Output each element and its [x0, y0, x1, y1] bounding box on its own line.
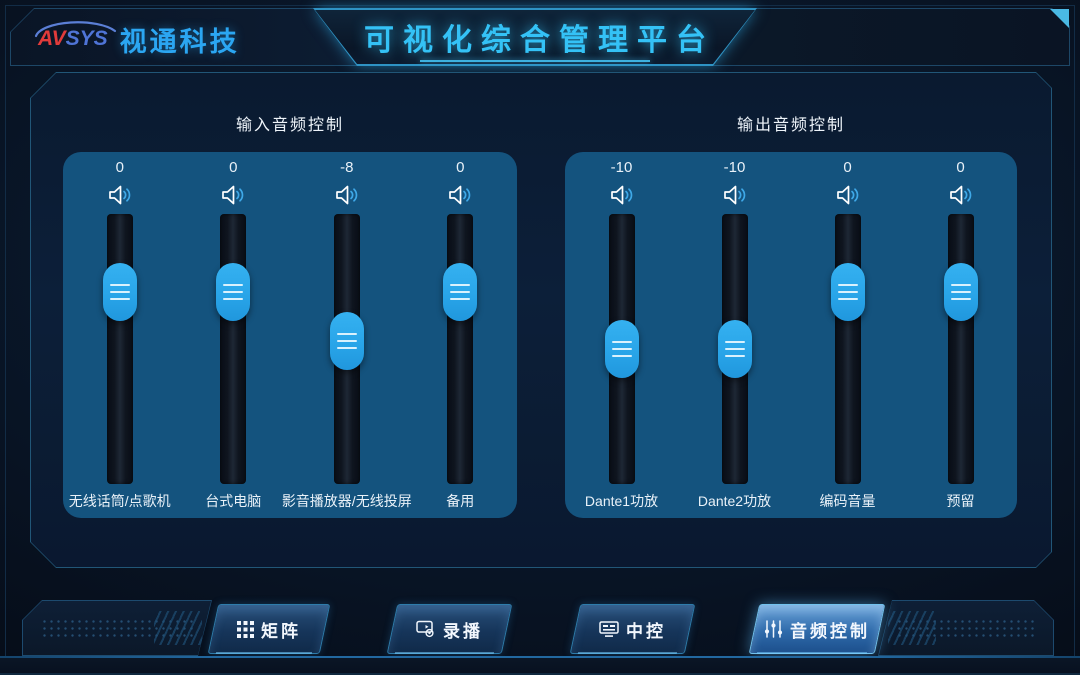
slider-thumb[interactable]	[717, 320, 752, 378]
slider-label: 编码音量	[819, 493, 876, 509]
slider-value: 0	[115, 159, 124, 176]
bottom-left-decoration	[22, 600, 212, 656]
slider-label: 无线话筒/点歌机	[68, 493, 171, 509]
slider-column: 0 台式电脑	[177, 152, 291, 518]
nav-audio-control-button[interactable]: 音频控制	[748, 604, 886, 654]
nav-central-control-button[interactable]: 中控	[569, 604, 696, 654]
slider-track[interactable]	[329, 214, 364, 484]
brand-logo: AVSYS 视通科技	[34, 20, 240, 58]
slider-column: 0 无线话筒/点歌机	[63, 152, 177, 518]
slider-thumb[interactable]	[830, 263, 865, 322]
corner-accent-triangle	[1050, 9, 1069, 28]
output-section-title: 输出音频控制	[736, 117, 845, 134]
company-name: 视通科技	[119, 26, 240, 57]
slider-track[interactable]	[830, 214, 865, 484]
grid-icon	[237, 620, 254, 638]
slider-value: -10	[723, 159, 746, 176]
slider-track[interactable]	[443, 214, 478, 484]
slider-value: -8	[340, 159, 354, 176]
slider-thumb[interactable]	[943, 263, 978, 322]
slider-value: 0	[456, 159, 465, 176]
slider-label: Dante1功放	[584, 493, 659, 509]
input-audio-panel: 0 无线话筒/点歌机 0 台式电脑 -8 影音播放器/无线投屏 0	[63, 152, 517, 518]
nav-audio-control-label: 音频控制	[790, 621, 870, 641]
slider-label: Dante2功放	[697, 493, 772, 509]
logo-swoosh-icon	[34, 21, 117, 38]
slider-label: 台式电脑	[205, 493, 262, 509]
slider-thumb[interactable]	[329, 311, 364, 370]
page-title-banner: 可视化综合管理平台	[313, 8, 757, 66]
slider-label: 预留	[946, 493, 975, 509]
bottom-strip	[0, 658, 1080, 675]
title-underline-accent	[419, 60, 651, 62]
logo-av-text: AV	[38, 27, 66, 50]
nav-matrix-label: 矩阵	[261, 621, 301, 641]
slider-value: 0	[956, 159, 965, 176]
slider-column: 0 预留	[904, 152, 1017, 518]
slider-thumb[interactable]	[604, 320, 639, 378]
nav-recording-label: 录播	[443, 621, 483, 641]
speaker-icon[interactable]	[334, 182, 360, 208]
slider-column: 0 编码音量	[791, 152, 904, 518]
speaker-icon[interactable]	[835, 182, 861, 208]
bottom-right-decoration	[878, 600, 1054, 656]
input-section-title: 输入音频控制	[235, 117, 344, 134]
nav-matrix-button[interactable]: 矩阵	[207, 604, 331, 654]
slider-column: -10 Dante1功放	[565, 152, 678, 518]
slider-column: 0 备用	[404, 152, 518, 518]
slider-track[interactable]	[102, 214, 137, 484]
output-audio-panel: -10 Dante1功放 -10 Dante2功放 0 编码音量 0	[565, 152, 1017, 518]
page-title: 可视化综合管理平台	[364, 24, 715, 57]
slider-value: 0	[843, 159, 852, 176]
speaker-icon[interactable]	[107, 182, 133, 208]
slider-thumb[interactable]	[102, 263, 137, 322]
monitor-icon	[599, 620, 619, 637]
logo-sys-text: SYS	[65, 27, 108, 50]
speaker-icon[interactable]	[447, 182, 473, 208]
speaker-icon[interactable]	[948, 182, 974, 208]
slider-track[interactable]	[604, 214, 639, 484]
slider-value: -10	[610, 159, 633, 176]
bottom-divider-line	[0, 656, 1080, 658]
avsys-logo: AVSYS	[34, 21, 117, 51]
nav-recording-button[interactable]: 录播	[386, 604, 513, 654]
slider-track[interactable]	[717, 214, 752, 484]
speaker-icon[interactable]	[220, 182, 246, 208]
nav-central-control-label: 中控	[626, 621, 666, 641]
slider-label: 备用	[446, 493, 475, 509]
slider-track[interactable]	[216, 214, 251, 484]
equalizer-icon	[764, 620, 783, 638]
camera-icon	[416, 620, 434, 638]
slider-label: 影音播放器/无线投屏	[281, 493, 412, 509]
slider-column: -8 影音播放器/无线投屏	[282, 152, 412, 518]
slider-track[interactable]	[943, 214, 978, 484]
slider-value: 0	[229, 159, 238, 176]
speaker-icon[interactable]	[609, 182, 635, 208]
slider-column: -10 Dante2功放	[678, 152, 791, 518]
slider-thumb[interactable]	[216, 263, 251, 322]
speaker-icon[interactable]	[722, 182, 748, 208]
slider-thumb[interactable]	[443, 263, 478, 322]
